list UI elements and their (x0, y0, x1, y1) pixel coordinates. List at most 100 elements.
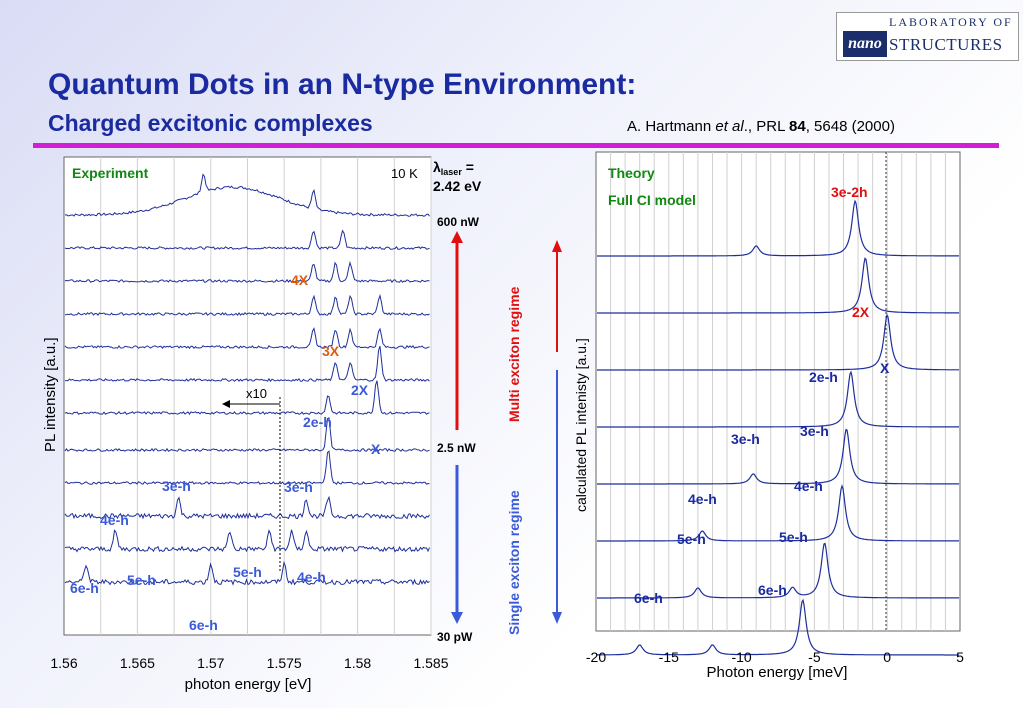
label-theory-2X: 2X (852, 304, 870, 320)
label-5e-h-right: 5e-h (233, 564, 262, 580)
laser-value: 2.42 eV (433, 178, 482, 194)
theory-x-tick: -15 (659, 649, 679, 665)
label-5e-h-left: 5e-h (127, 572, 156, 588)
citation-journal: ., PRL (743, 118, 790, 135)
experiment-spectrum (64, 229, 430, 251)
theory-x-tick: -20 (586, 649, 606, 665)
logo-main-text: STRUCTURES (889, 35, 1003, 54)
experiment-spectrum (64, 173, 430, 217)
theory-red-arrowhead (552, 240, 562, 252)
laser-subscript: laser (441, 167, 463, 177)
experiment-x-ticks: 1.56 1.565 1.57 1.575 1.58 1.585 (50, 655, 448, 671)
experiment-x-tick: 1.58 (344, 655, 371, 671)
lab-logo: LABORATORY OF nano STRUCTURES (836, 12, 1019, 61)
label-3e-h-right: 3e-h (284, 479, 313, 495)
theory-spectrum (597, 313, 959, 371)
citation-etal: et al (715, 118, 744, 135)
theory-x-ticks: -20 -15 -10 -5 0 5 (586, 649, 964, 665)
theory-spectrum (597, 428, 959, 485)
experiment-spectrum (64, 560, 430, 586)
laser-equals: = (462, 159, 474, 175)
page-subtitle: Charged excitonic complexes (48, 110, 373, 136)
theory-gridlines (610, 152, 946, 631)
experiment-spectrum (64, 450, 430, 485)
theory-x-tick: 5 (956, 649, 964, 665)
single-regime-arrowhead (451, 612, 463, 624)
multi-regime-label: Multi exciton regime (506, 286, 522, 422)
theory-spectra (597, 199, 959, 656)
power-top-label: 600 nW (437, 215, 480, 229)
experiment-x-tick: 1.57 (197, 655, 224, 671)
experiment-x-tick: 1.56 (50, 655, 77, 671)
label-theory-4e-h-left: 4e-h (688, 491, 717, 507)
label-theory-3e-h-right: 3e-h (800, 423, 829, 439)
single-regime-label: Single exciton regime (506, 490, 522, 635)
logo-top-text: LABORATORY OF (889, 15, 1013, 29)
power-mid-label: 2.5 nW (437, 441, 476, 455)
theory-blue-arrowhead (552, 612, 562, 624)
theory-spectrum (597, 484, 959, 542)
label-theory-X: X (880, 360, 890, 376)
label-2e-h: 2e-h (303, 414, 332, 430)
theory-plot-area (595, 151, 961, 632)
label-theory-4e-h-right: 4e-h (794, 478, 823, 494)
theory-spectrum (597, 199, 959, 257)
x10-arrowhead (222, 400, 230, 408)
theory-x-tick: -10 (731, 649, 751, 665)
label-X: X (371, 441, 381, 457)
theory-x-axis-label: Photon energy [meV] (707, 664, 848, 681)
experiment-spectra (64, 173, 430, 586)
experiment-spectrum (65, 345, 430, 383)
label-4e-h-left: 4e-h (100, 512, 129, 528)
experiment-spectrum (64, 327, 430, 350)
experiment-spectrum (64, 417, 430, 453)
label-3X: 3X (322, 343, 340, 359)
citation-pages: , 5648 (2000) (805, 118, 895, 135)
label-3e-2h: 3e-2h (831, 184, 868, 200)
power-bottom-label: 30 pW (437, 630, 473, 644)
theory-x-tick: 0 (883, 649, 891, 665)
label-theory-5e-h-left: 5e-h (677, 531, 706, 547)
experiment-spectrum (64, 529, 430, 553)
theory-y-axis-label: calculated PL intenisty [a.u.] (573, 338, 589, 512)
page-title: Quantum Dots in an N-type Environment: (48, 68, 637, 101)
label-4e-h-right: 4e-h (297, 569, 326, 585)
experiment-y-axis-label: PL intensity [a.u.] (42, 337, 59, 452)
laser-label: λlaser = (433, 159, 474, 177)
theory-spectrum (597, 370, 959, 428)
theory-label: Theory (608, 165, 655, 181)
citation-author: A. Hartmann (627, 118, 716, 135)
laser-symbol: λ (433, 159, 441, 175)
experiment-spectrum (64, 380, 430, 416)
experiment-x-tick: 1.565 (120, 655, 155, 671)
theory-spectrum (597, 598, 959, 656)
experiment-spectrum (64, 260, 430, 284)
label-6e-h-left: 6e-h (70, 580, 99, 596)
experiment-x-tick: 1.575 (267, 655, 302, 671)
citation-volume: 84 (789, 118, 806, 135)
experiment-spectrum (64, 495, 430, 520)
label-2X: 2X (351, 382, 369, 398)
experiment-gridlines (100, 157, 432, 635)
label-theory-6e-h-left: 6e-h (634, 590, 663, 606)
citation: A. Hartmann et al., PRL 84, 5648 (2000) (627, 118, 895, 135)
label-4X: 4X (291, 272, 309, 288)
experiment-spectrum (64, 293, 430, 317)
temperature-label: 10 K (391, 166, 418, 181)
theory-x-tick: -5 (808, 649, 821, 665)
label-6e-h-bottom: 6e-h (189, 617, 218, 633)
experiment-label: Experiment (72, 165, 149, 181)
label-theory-3e-h-left: 3e-h (731, 431, 760, 447)
multi-regime-arrowhead (451, 231, 463, 243)
label-3e-h-left: 3e-h (162, 478, 191, 494)
experiment-x-tick: 1.585 (413, 655, 448, 671)
label-theory-2e-h: 2e-h (809, 369, 838, 385)
experiment-x-axis-label: photon energy [eV] (185, 676, 312, 693)
label-theory-5e-h-right: 5e-h (779, 529, 808, 545)
theory-model-label: Full CI model (608, 192, 696, 208)
title-rule (33, 143, 999, 148)
label-theory-6e-h-right: 6e-h (758, 582, 787, 598)
x10-label: x10 (246, 386, 267, 401)
theory-spectrum (597, 542, 959, 599)
